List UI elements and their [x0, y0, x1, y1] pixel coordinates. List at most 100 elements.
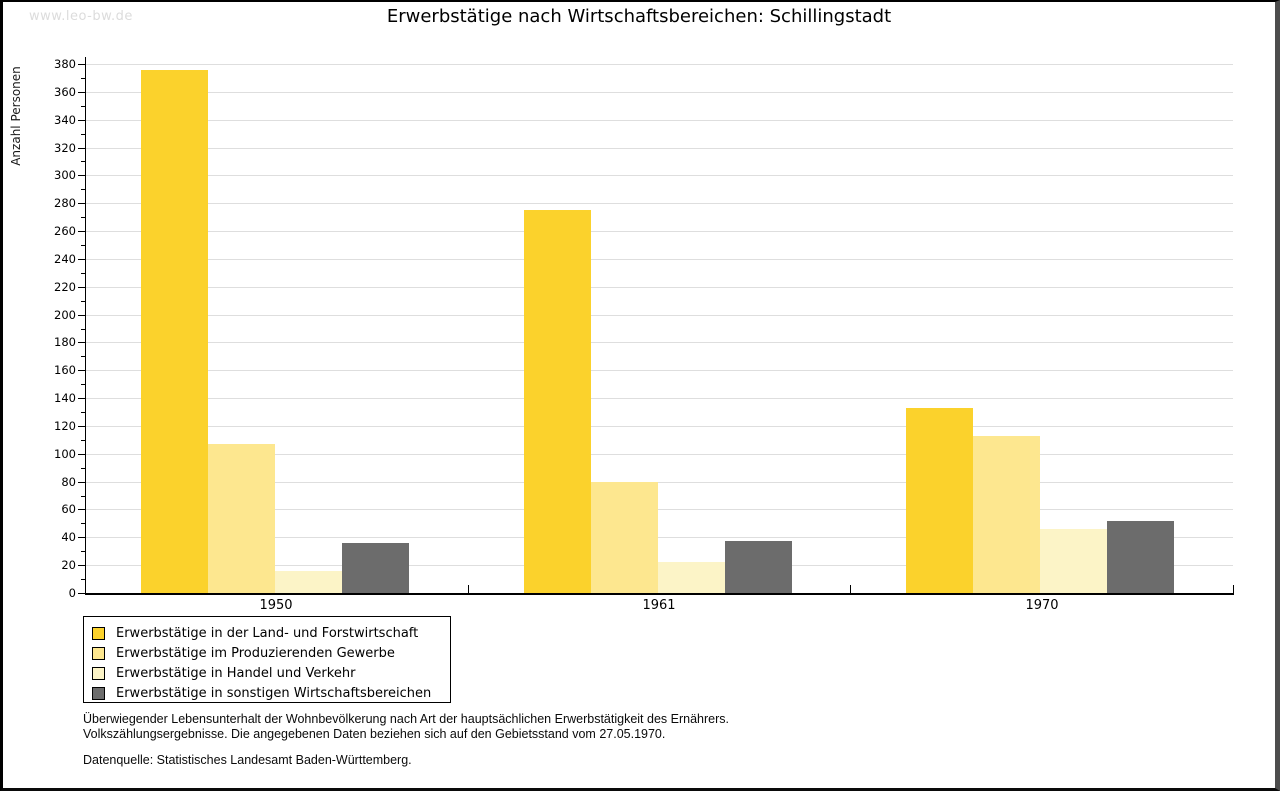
x-tick — [468, 585, 469, 593]
y-tick-label: 200 — [54, 307, 76, 322]
y-tick — [78, 314, 85, 316]
x-tick-label: 1961 — [642, 598, 676, 613]
gridline — [85, 203, 1233, 205]
y-tick — [78, 91, 85, 93]
y-tick-label: 340 — [54, 112, 76, 127]
y-tick-label: 140 — [54, 391, 76, 406]
gridline — [85, 370, 1233, 372]
y-tick — [81, 412, 85, 414]
bar-1961-series-3 — [658, 562, 725, 593]
y-tick — [81, 523, 85, 525]
y-tick — [81, 551, 85, 553]
legend-swatch — [92, 626, 105, 640]
legend-item-2: Erwerbstätige im Produzierenden Gewerbe — [92, 643, 450, 663]
legend-item-4: Erwerbstätige in sonstigen Wirtschaftsbe… — [92, 683, 450, 703]
y-tick — [78, 509, 85, 511]
y-tick — [78, 175, 85, 177]
y-tick — [78, 398, 85, 400]
y-tick — [81, 105, 85, 107]
y-tick — [78, 593, 85, 594]
y-tick — [81, 467, 85, 469]
y-tick-label: 120 — [54, 418, 76, 433]
y-tick-label: 260 — [54, 224, 76, 239]
y-tick — [78, 231, 85, 233]
y-tick — [81, 495, 85, 497]
y-tick — [81, 356, 85, 358]
legend-label: Erwerbstätige in sonstigen Wirtschaftsbe… — [116, 685, 432, 701]
x-tick — [850, 585, 851, 593]
bar-1961-series-4 — [725, 541, 792, 593]
gridline — [85, 175, 1233, 177]
bar-1950-series-1 — [141, 70, 208, 593]
legend-label: Erwerbstätige im Produzierenden Gewerbe — [116, 645, 395, 661]
y-tick — [78, 286, 85, 288]
y-tick — [78, 64, 85, 65]
y-tick — [78, 481, 85, 483]
plot-area: 0 20 40 60 80 100 120 140 160 180 200 220 240 260 280 3… — [3, 2, 1275, 788]
y-tick — [81, 244, 85, 246]
gridline — [85, 537, 1233, 539]
y-tick — [81, 133, 85, 135]
gridline — [85, 258, 1233, 260]
y-tick-label: 380 — [54, 57, 76, 71]
y-tick-label: 80 — [61, 474, 76, 489]
bar-1950-series-3 — [275, 571, 342, 593]
y-tick — [81, 328, 85, 330]
legend-item-3: Erwerbstätige in Handel und Verkehr — [92, 663, 450, 683]
y-tick — [81, 161, 85, 163]
y-tick-label: 20 — [61, 558, 76, 573]
y-tick — [78, 147, 85, 149]
bar-1950-series-2 — [208, 444, 275, 593]
y-tick-label: 0 — [68, 586, 76, 600]
watermark: www.leo-bw.de — [29, 9, 133, 24]
gridline — [85, 342, 1233, 344]
y-tick — [81, 272, 85, 274]
y-tick — [81, 217, 85, 219]
y-tick — [78, 342, 85, 344]
legend-item-1: Erwerbstätige in der Land- und Forstwirt… — [92, 623, 450, 643]
x-tick-label: 1970 — [1025, 598, 1059, 613]
y-tick — [81, 384, 85, 386]
bar-1970-series-3 — [1040, 529, 1107, 593]
y-tick-label: 100 — [54, 446, 76, 461]
y-tick — [81, 77, 85, 79]
bar-1961-series-1 — [524, 210, 591, 593]
footer-line-2: Volkszählungsergebnisse. Die angegebenen… — [83, 726, 666, 741]
bar-1970-series-4 — [1107, 521, 1174, 593]
footer-line-1: Überwiegender Lebensunterhalt der Wohnbe… — [83, 712, 729, 726]
gridline — [85, 481, 1233, 483]
x-tick — [85, 585, 86, 593]
bar-1950-series-4 — [342, 543, 409, 593]
y-tick — [81, 189, 85, 191]
y-tick-label: 60 — [61, 502, 76, 517]
gridline — [85, 398, 1233, 400]
footer-note: Überwiegender Lebensunterhalt der Wohnbe… — [83, 712, 729, 741]
y-tick — [78, 565, 85, 567]
gridline — [85, 453, 1233, 455]
y-tick-label: 220 — [54, 279, 76, 294]
gridline — [85, 425, 1233, 427]
gridline — [85, 64, 1233, 65]
gridline — [85, 119, 1233, 121]
data-source: Datenquelle: Statistisches Landesamt Bad… — [83, 753, 412, 767]
y-tick-label: 320 — [54, 140, 76, 155]
y-tick-label: 300 — [54, 168, 76, 183]
legend-label: Erwerbstätige in Handel und Verkehr — [116, 665, 356, 681]
y-tick — [81, 300, 85, 302]
legend: Erwerbstätige in der Land- und Forstwirt… — [83, 616, 451, 703]
y-tick-label: 240 — [54, 251, 76, 266]
legend-swatch — [92, 666, 105, 680]
gridline — [85, 231, 1233, 233]
y-tick-label: 280 — [54, 196, 76, 211]
y-tick — [78, 537, 85, 539]
page-title: Erwerbstätige nach Wirtschaftsbereichen:… — [386, 6, 892, 27]
bar-1961-series-2 — [591, 482, 658, 593]
y-tick-label: 40 — [61, 530, 76, 545]
gridline — [85, 91, 1233, 93]
gridline — [85, 286, 1233, 288]
y-tick — [78, 119, 85, 121]
legend-swatch — [92, 646, 105, 660]
bar-1970-series-2 — [973, 436, 1040, 593]
y-tick-label: 360 — [54, 84, 76, 99]
